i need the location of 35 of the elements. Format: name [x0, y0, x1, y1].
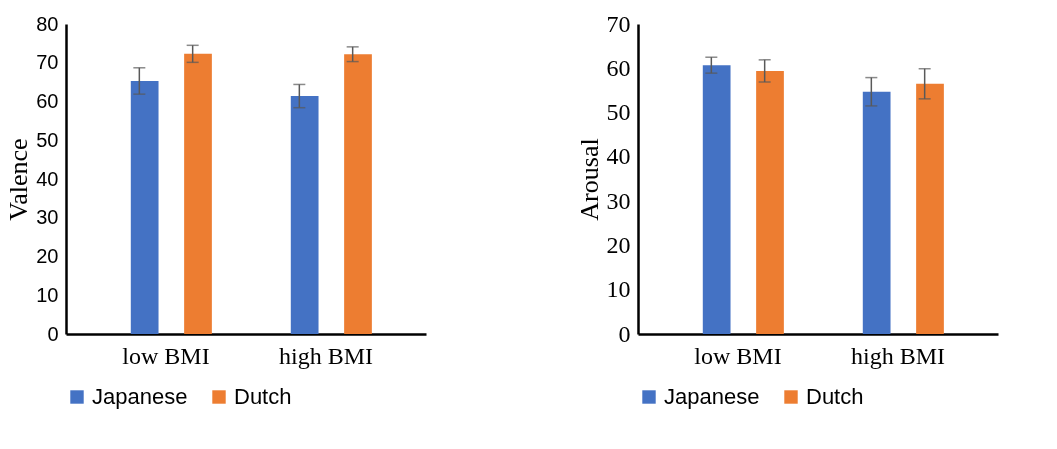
y-tick-label: 80 [36, 12, 59, 35]
legend-label: Dutch [806, 384, 864, 409]
y-tick-label: 60 [606, 54, 631, 81]
legend-label: Japanese [664, 384, 760, 409]
y-tick-label: 50 [606, 99, 631, 126]
y-tick-label: 20 [36, 245, 59, 267]
bar [916, 83, 944, 334]
y-tick-label: 40 [36, 167, 59, 190]
x-tick-label: high BMI [850, 342, 946, 369]
bar [862, 91, 891, 334]
x-tick-label: high BMI [278, 342, 374, 369]
bar [130, 80, 159, 334]
bar [344, 54, 372, 334]
bar [290, 96, 319, 334]
y-axis-title: Arousal [574, 138, 604, 221]
y-tick-label: 10 [36, 283, 59, 306]
y-tick-label: 60 [36, 90, 59, 112]
y-tick-label: 20 [606, 231, 631, 258]
bar [702, 65, 731, 334]
y-axis-title: Valence [4, 138, 34, 221]
y-tick-label: 70 [606, 10, 631, 37]
y-tick-label: 70 [36, 51, 59, 74]
y-tick-label: 0 [47, 322, 59, 345]
y-tick-label: 30 [36, 206, 59, 229]
y-tick-label: 10 [606, 276, 631, 303]
y-tick-label: 30 [606, 187, 631, 214]
y-tick-label: 0 [618, 320, 631, 347]
bar [756, 70, 784, 334]
legend-label: Dutch [234, 384, 292, 409]
legend-label: Japanese [92, 384, 188, 409]
y-tick-label: 40 [606, 143, 631, 170]
y-tick-label: 50 [36, 128, 59, 151]
bar [184, 53, 212, 334]
x-tick-label: low BMI [122, 342, 210, 369]
x-tick-label: low BMI [694, 342, 782, 369]
